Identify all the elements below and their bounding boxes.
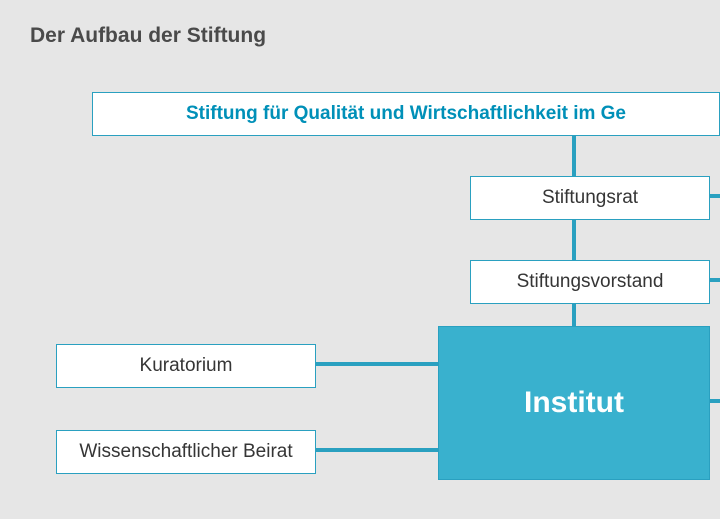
connector-beirat-institut [316, 448, 438, 452]
connector-vorstand-institut [572, 304, 576, 326]
org-chart-canvas: Der Aufbau der Stiftung Stiftung für Qual… [0, 0, 720, 519]
node-stiftungsrat: Stiftungsrat [470, 176, 710, 220]
connector-vorstand-offright2 [710, 278, 720, 282]
node-vorstand: Stiftungsvorstand [470, 260, 710, 304]
connector-institut-offright3 [710, 399, 720, 403]
node-beirat: Wissenschaftlicher Beirat [56, 430, 316, 474]
connector-org-stiftungsrat [572, 136, 576, 176]
node-org: Stiftung für Qualität und Wirtschaftlich… [92, 92, 720, 136]
connector-stiftungsrat-offright1 [710, 194, 720, 198]
chart-title: Der Aufbau der Stiftung [30, 24, 266, 48]
node-kuratorium: Kuratorium [56, 344, 316, 388]
connector-stiftungsrat-vorstand [572, 220, 576, 260]
node-institut: Institut [438, 326, 710, 480]
connector-kuratorium-institut [316, 362, 438, 366]
